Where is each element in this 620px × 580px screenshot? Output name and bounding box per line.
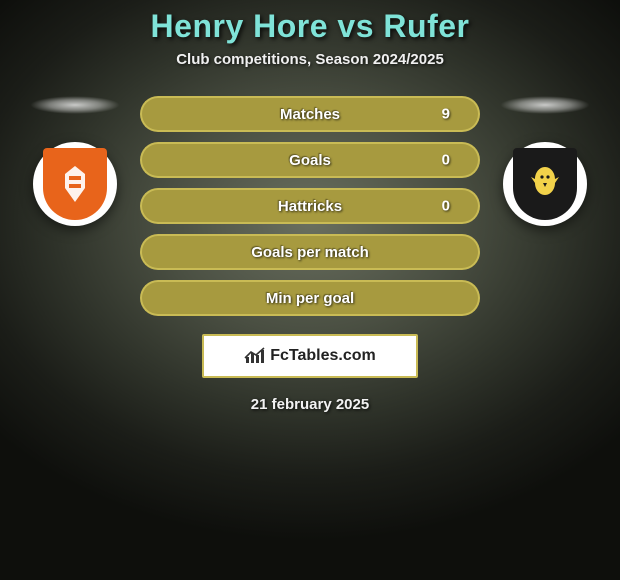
- stat-row-hattricks: Hattricks 0: [140, 188, 480, 224]
- stat-label: Matches: [280, 106, 340, 123]
- credit-box[interactable]: FcTables.com: [202, 334, 418, 378]
- stat-row-matches: Matches 9: [140, 96, 480, 132]
- stat-right-value: 0: [442, 198, 450, 215]
- stats-column: Matches 9 Goals 0 Hattricks: [140, 96, 480, 316]
- credit-text: FcTables.com: [270, 347, 376, 365]
- comparison-row: Matches 9 Goals 0 Hattricks: [0, 96, 620, 316]
- left-team-badge: [33, 142, 117, 226]
- stat-right-value: 9: [442, 106, 450, 123]
- stat-right-value: 0: [442, 152, 450, 169]
- right-player-col: [500, 96, 590, 226]
- stat-row-goals-per-match: Goals per match: [140, 234, 480, 270]
- eagle-icon: [525, 161, 565, 207]
- stat-row-goals: Goals 0: [140, 142, 480, 178]
- stat-row-min-per-goal: Min per goal: [140, 280, 480, 316]
- stat-label: Goals per match: [251, 244, 369, 261]
- stat-label: Goals: [289, 152, 331, 169]
- right-team-badge: [503, 142, 587, 226]
- player-shadow-left: [30, 96, 120, 114]
- left-player-col: [30, 96, 120, 226]
- chart-icon: [244, 347, 266, 365]
- shield-icon: [513, 148, 577, 220]
- stat-label: Min per goal: [266, 290, 354, 307]
- date-line: 21 february 2025: [251, 396, 369, 413]
- player-shadow-right: [500, 96, 590, 114]
- page-subtitle: Club competitions, Season 2024/2025: [176, 51, 444, 68]
- shield-icon: [43, 148, 107, 220]
- page-title: Henry Hore vs Rufer: [151, 8, 470, 45]
- stat-label: Hattricks: [278, 198, 342, 215]
